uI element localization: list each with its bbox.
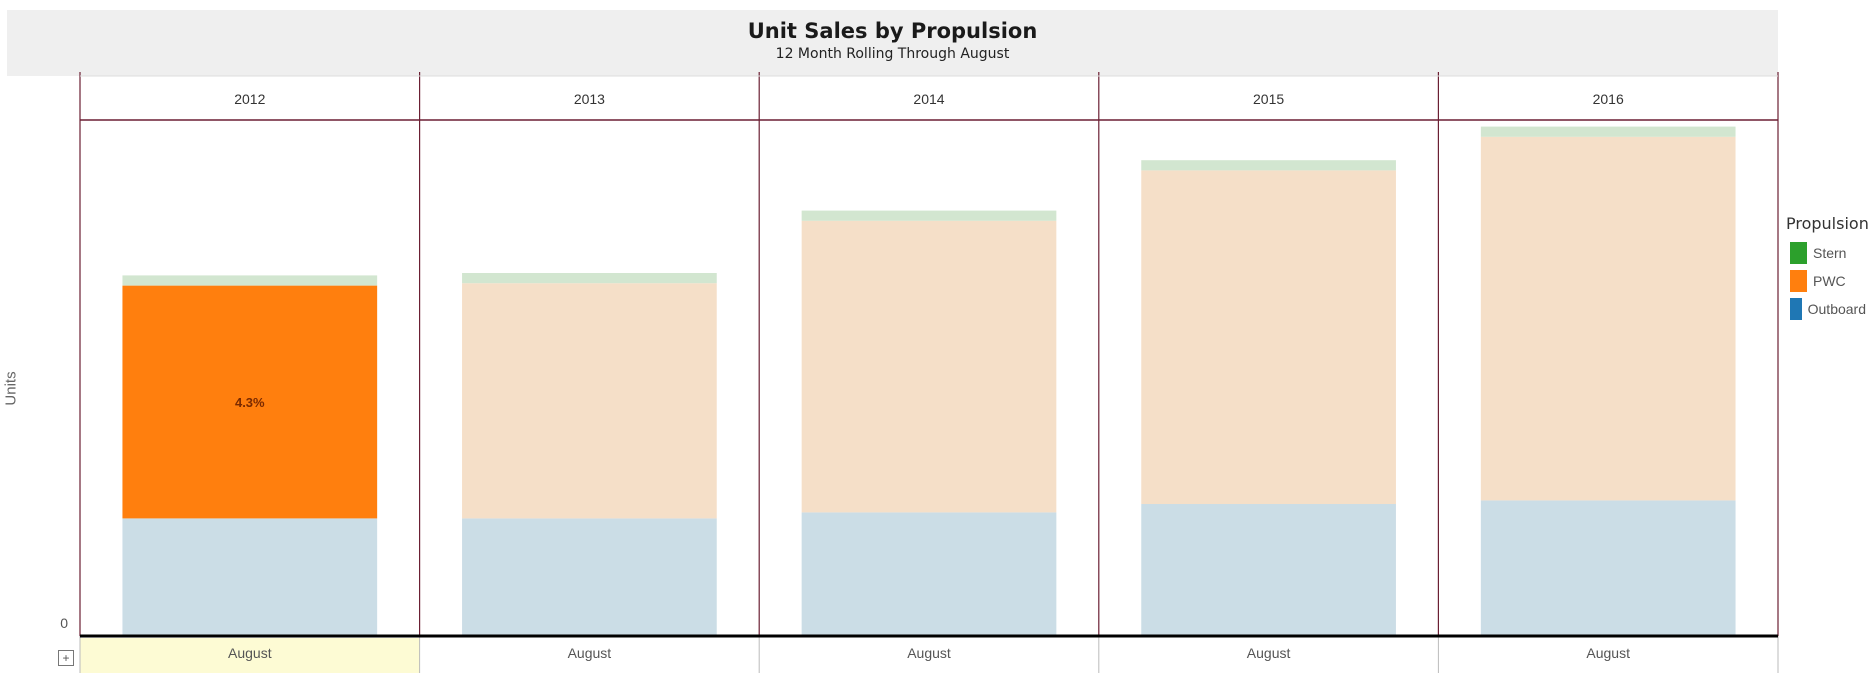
y-tick-label: 0 [60,615,68,631]
x-tick-label: August [907,645,951,661]
legend-item-pwc[interactable]: PWC [1790,267,1866,295]
legend-swatch-pwc [1790,270,1807,292]
legend-swatch-outboard [1790,298,1802,320]
bar-segment-pwc[interactable] [462,283,717,519]
y-axis-label: Units [2,371,20,406]
legend-label: PWC [1813,273,1846,289]
facet-header-2015: 2015 [1253,91,1284,107]
legend-item-outboard[interactable]: Outboard [1790,295,1866,323]
x-tick-label: August [228,645,272,661]
facet-header-2016: 2016 [1593,91,1624,107]
x-tick-label: August [568,645,612,661]
bar-segment-stern[interactable] [462,273,717,284]
facet-header-2014: 2014 [913,91,944,107]
legend-label: Outboard [1807,301,1866,317]
bar-segment-outboard[interactable] [801,512,1057,636]
bar-segment-pwc[interactable] [801,220,1057,513]
category-cell-highlight [80,638,420,673]
legend-item-stern[interactable]: Stern [1790,239,1866,267]
bar-segment-outboard[interactable] [122,518,378,636]
bar-segment-stern[interactable] [1141,160,1396,171]
bar-segment-stern[interactable] [1480,126,1736,137]
bar-segment-outboard[interactable] [462,518,717,636]
bar-segment-outboard[interactable] [1480,500,1736,636]
chart-subtitle: 12 Month Rolling Through August [775,46,1010,62]
x-tick-label: August [1586,645,1630,661]
expand-button[interactable]: + [58,650,74,666]
legend-label: Stern [1813,245,1847,261]
data-label: 4.3% [235,395,265,410]
facet-header-2012: 2012 [234,91,265,107]
bar-segment-pwc[interactable] [122,285,378,519]
chart-title-band: Unit Sales by Propulsion 12 Month Rollin… [7,10,1778,76]
bar-segment-pwc[interactable] [1480,136,1736,501]
facet-header-2013: 2013 [574,91,605,107]
x-tick-label: August [1247,645,1291,661]
legend-swatch-stern [1790,242,1807,264]
legend-title: Propulsion [1786,214,1869,233]
legend: Propulsion Stern PWC Outboard [1786,214,1869,323]
bar-segment-pwc[interactable] [1141,170,1396,504]
bar-segment-stern[interactable] [801,210,1057,221]
bar-segment-outboard[interactable] [1141,504,1396,636]
bar-segment-stern[interactable] [122,275,378,286]
chart-title: Unit Sales by Propulsion [747,19,1038,43]
